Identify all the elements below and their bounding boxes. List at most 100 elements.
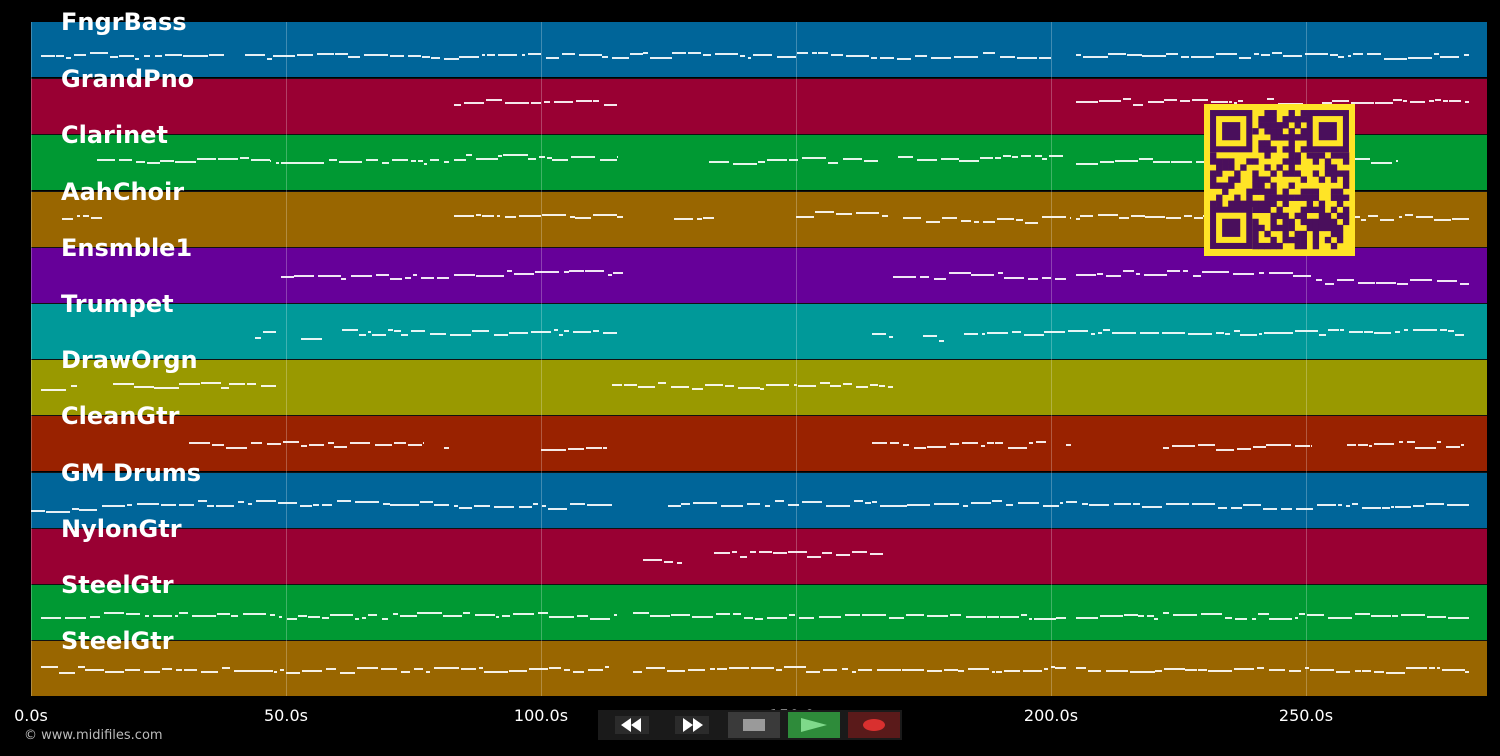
note <box>281 161 300 164</box>
note <box>65 616 86 619</box>
note <box>1329 54 1338 57</box>
note <box>1346 443 1356 446</box>
note <box>1412 329 1438 332</box>
note <box>968 667 990 670</box>
track-1[interactable]: FngrBass <box>31 8 1487 77</box>
note <box>437 277 450 280</box>
note <box>532 503 538 506</box>
note <box>495 615 499 618</box>
note <box>61 217 67 220</box>
note <box>154 387 179 390</box>
qr-code <box>1204 104 1355 256</box>
note <box>90 216 103 219</box>
note <box>592 100 599 103</box>
note <box>1098 213 1118 216</box>
note <box>1406 441 1416 444</box>
stop-button[interactable] <box>728 712 780 738</box>
note <box>1243 504 1261 507</box>
note <box>200 382 222 385</box>
note <box>239 157 249 160</box>
note <box>261 384 276 387</box>
note <box>341 277 347 280</box>
note <box>544 100 550 103</box>
note <box>1145 216 1166 219</box>
note <box>296 54 313 57</box>
note <box>572 671 585 674</box>
time-tick-label: 200.0s <box>1023 706 1079 725</box>
play-button[interactable] <box>788 712 840 738</box>
note <box>888 385 893 388</box>
note <box>1367 53 1381 56</box>
rewind-button[interactable] <box>606 712 658 738</box>
track-9[interactable]: GM Drums <box>31 459 1487 528</box>
note <box>1225 617 1232 620</box>
note <box>401 671 411 674</box>
note <box>454 103 461 106</box>
note <box>444 447 450 450</box>
note <box>1018 502 1040 505</box>
note <box>599 158 618 161</box>
note <box>1142 55 1167 58</box>
note <box>1197 668 1208 671</box>
note <box>1257 667 1265 670</box>
note <box>367 330 372 333</box>
note <box>1429 666 1436 669</box>
note <box>747 56 751 59</box>
note <box>703 217 715 220</box>
track-6[interactable]: Trumpet <box>31 290 1487 359</box>
track-notes <box>31 360 1487 415</box>
note <box>826 504 851 507</box>
note <box>217 157 238 160</box>
note <box>802 157 827 160</box>
note <box>1131 215 1146 218</box>
note <box>411 329 426 332</box>
track-8[interactable]: CleanGtr <box>31 402 1487 472</box>
note <box>498 155 502 158</box>
note <box>881 215 888 218</box>
track-12[interactable]: SteelGtr <box>31 627 1487 697</box>
note <box>458 507 473 510</box>
track-name: DrawOrgn <box>61 346 198 375</box>
note <box>602 446 608 449</box>
note <box>949 443 959 446</box>
track-11[interactable]: SteelGtr <box>31 571 1487 640</box>
note <box>856 212 872 215</box>
record-button[interactable] <box>848 712 900 738</box>
note <box>1098 100 1122 103</box>
note <box>1099 160 1114 163</box>
note <box>1237 448 1251 451</box>
note <box>55 54 64 57</box>
note <box>1253 445 1266 448</box>
note <box>476 158 499 161</box>
note <box>852 671 857 674</box>
note <box>327 441 334 444</box>
note <box>940 157 959 160</box>
note <box>1352 53 1364 56</box>
note <box>389 277 403 280</box>
note <box>750 550 757 553</box>
note <box>474 613 496 616</box>
note <box>1463 54 1470 57</box>
fast-forward-button[interactable] <box>666 712 718 738</box>
note <box>965 615 987 618</box>
note <box>1122 98 1132 101</box>
note <box>991 671 995 674</box>
note <box>528 668 548 671</box>
track-10[interactable]: NylonGtr <box>31 515 1487 584</box>
note <box>1369 444 1373 447</box>
note <box>1068 329 1088 332</box>
note <box>981 333 986 336</box>
note <box>593 214 617 217</box>
note <box>1089 503 1110 506</box>
note <box>872 212 879 215</box>
track-5[interactable]: Ensmble1 <box>31 234 1487 303</box>
note <box>1076 54 1081 57</box>
track-7[interactable]: DrawOrgn <box>31 346 1487 416</box>
note <box>146 162 160 165</box>
note <box>301 444 308 447</box>
note <box>222 666 230 669</box>
fast-forward-icon <box>675 716 709 734</box>
note <box>1042 277 1051 280</box>
track-notes <box>31 473 1487 528</box>
note <box>1317 503 1336 506</box>
